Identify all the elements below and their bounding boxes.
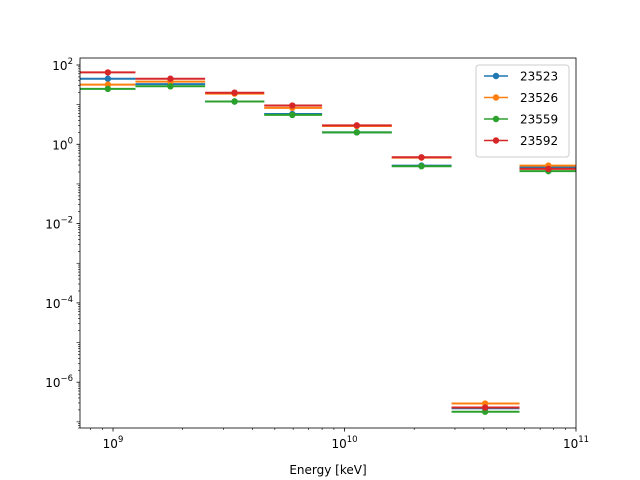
- legend-item-23559: 23559: [484, 113, 558, 127]
- y-tick-label-2: 10−2: [45, 216, 73, 232]
- point-23592-0: [104, 69, 112, 76]
- y-tick-label-3: 10−4: [45, 295, 73, 311]
- legend-marker: [492, 94, 500, 101]
- point-23559-1: [167, 83, 174, 90]
- point-23592-5: [418, 154, 425, 161]
- legend-marker: [492, 137, 500, 144]
- point-23592-6: [481, 404, 489, 411]
- x-axis-label: Energy [keV]: [289, 463, 366, 477]
- legend-box: [475, 64, 570, 158]
- point-23592-7: [545, 165, 552, 173]
- point-23559-5: [418, 163, 425, 170]
- legend-item-23592: 23592: [484, 134, 558, 148]
- y-tick-label-4: 10−6: [45, 374, 73, 390]
- point-23559-0: [104, 85, 112, 93]
- x-tick-label-0: 109: [103, 435, 124, 451]
- point-23592-2: [231, 89, 238, 96]
- point-23559-2: [231, 98, 238, 105]
- legend-item-23523: 23523: [484, 70, 558, 84]
- series-layer: [80, 69, 576, 415]
- legend-marker: [492, 115, 500, 123]
- point-23559-4: [353, 129, 360, 136]
- legend-marker: [492, 72, 500, 80]
- point-23592-3: [289, 102, 296, 109]
- series-23592: [80, 69, 576, 411]
- x-tick-label-2: 1011: [563, 435, 589, 451]
- plot-frame: [79, 57, 577, 429]
- point-23592-1: [167, 75, 174, 82]
- x-axis: 109 1010 1011: [90, 428, 589, 451]
- legend-item-23526: 23526: [484, 91, 558, 105]
- point-23559-3: [289, 111, 296, 119]
- y-tick-label-1: 100: [52, 136, 73, 152]
- legend-label: 23526: [520, 91, 558, 105]
- legend-label: 23523: [520, 70, 558, 84]
- legend: 23523 23526 23559 23592: [475, 64, 570, 158]
- y-axis: 102 100 10−2 10−4 10−6: [45, 57, 80, 429]
- point-23523-0: [104, 75, 112, 82]
- legend-label: 23592: [520, 134, 558, 148]
- legend-label: 23559: [520, 113, 558, 127]
- x-tick-label-1: 1010: [331, 435, 357, 451]
- y-tick-label-0: 102: [52, 57, 73, 73]
- point-23592-4: [353, 122, 360, 129]
